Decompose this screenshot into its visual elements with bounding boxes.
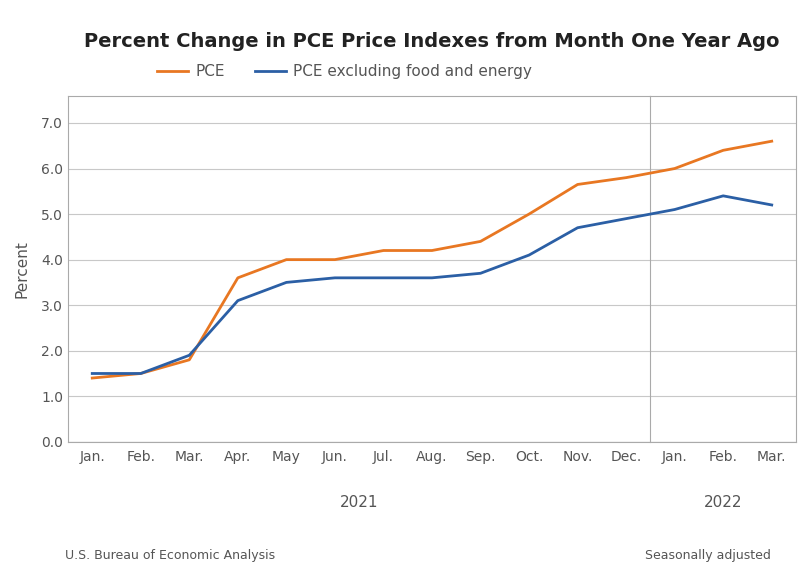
Y-axis label: Percent: Percent [15,240,30,298]
Text: 2022: 2022 [704,495,742,511]
Text: 2021: 2021 [340,495,379,511]
Text: U.S. Bureau of Economic Analysis: U.S. Bureau of Economic Analysis [65,549,275,562]
Legend: PCE, PCE excluding food and energy: PCE, PCE excluding food and energy [151,59,539,86]
Text: Seasonally adjusted: Seasonally adjusted [645,549,770,562]
Title: Percent Change in PCE Price Indexes from Month One Year Ago: Percent Change in PCE Price Indexes from… [84,32,779,51]
